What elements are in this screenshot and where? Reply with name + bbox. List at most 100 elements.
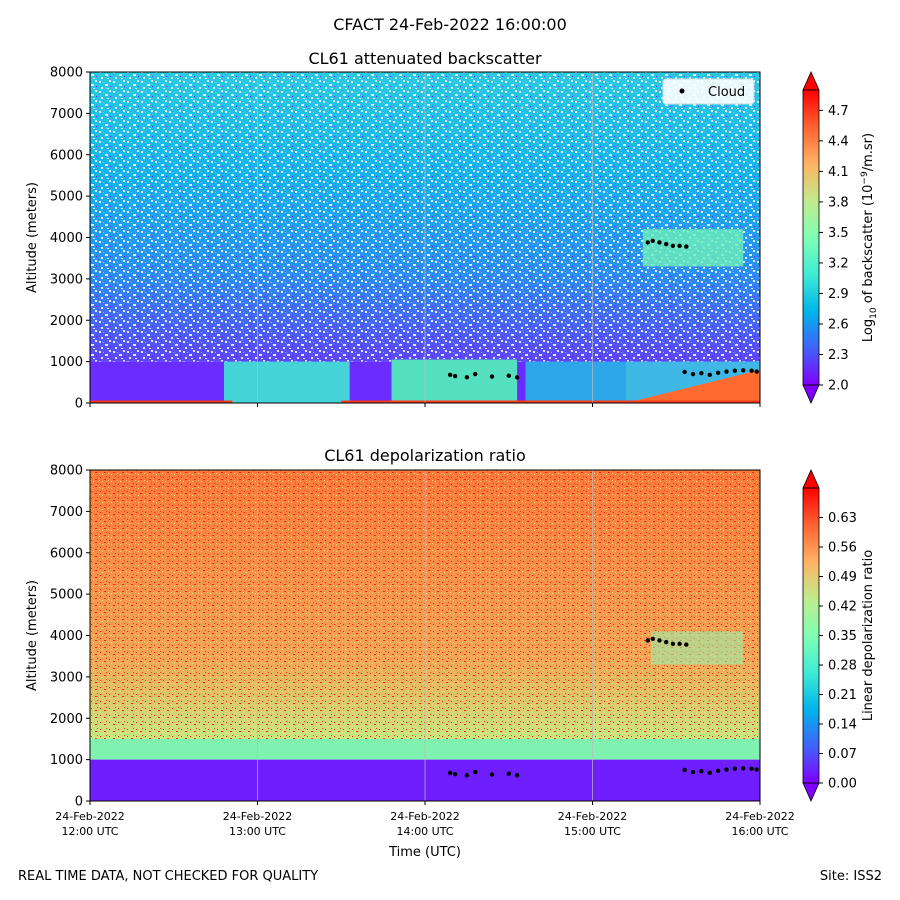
colorbar-label-part: /m.sr) (861, 133, 876, 171)
x-tick-label-date: 24-Feb-2022 (55, 810, 124, 823)
surface-return (90, 400, 233, 403)
colorbar-tick-label: 0.14 (828, 718, 857, 733)
y-axis-label: Altitude (meters) (25, 182, 40, 293)
colorbar-extend-max (802, 469, 820, 489)
panel-title: CL61 depolarization ratio (324, 446, 526, 465)
y-tick-label: 0 (75, 795, 83, 810)
figure-title: CFACT 24-Feb-2022 16:00:00 (333, 15, 567, 34)
cloud-point (645, 638, 650, 643)
panel-title: CL61 attenuated backscatter (308, 49, 542, 68)
cloud-point (670, 641, 676, 646)
x-tick-label-date: 24-Feb-2022 (390, 810, 459, 823)
legend: Cloud (662, 78, 755, 105)
x-tick-label-time: 12:00 UTC (61, 825, 118, 838)
cloud-point (447, 372, 453, 378)
colorbar-tick-label: 2.9 (828, 287, 849, 302)
site-label: Site: ISS2 (819, 869, 882, 884)
cloud-point (473, 371, 478, 377)
colorbar-tick-label: 4.1 (828, 165, 849, 180)
y-tick-label: 1000 (50, 355, 83, 370)
y-tick-label: 2000 (50, 314, 83, 329)
colorbar-label-subscript: 10 (869, 307, 879, 319)
colorbar-tick-label: 2.3 (828, 348, 849, 363)
cloud-point (452, 771, 458, 777)
colorbar-label-part: Log (861, 319, 876, 342)
surface-return (341, 400, 760, 403)
colorbar-gradient (803, 488, 819, 783)
cloud-point (732, 368, 738, 373)
y-tick-label: 0 (75, 397, 83, 412)
plot-area (90, 470, 760, 801)
cloud-point (645, 240, 650, 245)
cloud-point (749, 368, 754, 373)
y-tick-label: 3000 (50, 670, 83, 685)
cloud-point (684, 244, 689, 249)
y-tick-label: 5000 (50, 588, 83, 603)
cloud-point (670, 243, 676, 248)
x-axis-label: Time (UTC) (388, 845, 461, 860)
cloud-point (684, 642, 689, 647)
cloud-point (715, 768, 721, 773)
cloud-point (650, 636, 655, 642)
cloud-point (657, 240, 662, 245)
cloud-point (657, 638, 662, 643)
colorbar-extend-min (802, 782, 820, 802)
cloud-point (506, 771, 511, 776)
colorbar-extend-min (802, 384, 820, 404)
elevated-layer (642, 229, 744, 267)
legend-label: Cloud (708, 85, 745, 100)
x-tick-label-date: 24-Feb-2022 (558, 810, 627, 823)
cloud-point (741, 766, 746, 771)
colorbar-tick-label: 0.21 (828, 688, 857, 703)
cloud-point (749, 766, 754, 771)
y-tick-label: 4000 (50, 231, 83, 246)
cloud-point (682, 369, 687, 375)
cloud-point (724, 767, 729, 772)
cloud-point (682, 767, 687, 773)
quality-notice: REAL TIME DATA, NOT CHECKED FOR QUALITY (18, 869, 319, 884)
colorbar-tick-label: 4.7 (828, 104, 849, 119)
cloud-point (741, 368, 746, 373)
colorbar-tick-label: 4.4 (828, 134, 849, 149)
cloud-point (447, 770, 453, 776)
boundary-layer-band (391, 359, 518, 403)
legend-marker (679, 88, 685, 94)
backscatter-panel: CL61 attenuated backscatter 0 1000 2000 3000… (25, 49, 879, 412)
x-tick-label-date: 24-Feb-2022 (223, 810, 292, 823)
y-tick-label: 2000 (50, 712, 83, 727)
cloud-point (452, 373, 458, 379)
cloud-point (650, 238, 655, 244)
colorbar-label-superscript: −9 (860, 171, 870, 185)
y-tick-label: 4000 (50, 629, 83, 644)
cloud-point (677, 243, 682, 248)
cloud-point (754, 369, 759, 374)
x-tick-label-time: 16:00 UTC (731, 825, 788, 838)
cloud-point (506, 373, 511, 378)
x-tick-label-time: 14:00 UTC (396, 825, 453, 838)
colorbar-tick-label: 3.5 (828, 226, 849, 241)
cloud-point (732, 766, 738, 771)
cloud-point (664, 639, 669, 645)
colorbar-frame (802, 89, 820, 386)
y-tick-label: 8000 (50, 66, 83, 81)
colorbar-tick-label: 0.56 (828, 541, 857, 556)
y-tick-label: 7000 (50, 505, 83, 520)
cloud-point (514, 375, 520, 380)
cloud-point (677, 641, 682, 646)
cloud-point (464, 773, 470, 778)
surface-aerosol-layer (626, 369, 760, 403)
cloud-point (699, 371, 704, 376)
y-tick-label: 6000 (50, 546, 83, 561)
cloud-point (707, 372, 712, 378)
colorbar-tick-label: 2.0 (828, 379, 849, 394)
colorbar-tick-label: 0.00 (828, 777, 857, 792)
colorbar-extend-max (802, 71, 820, 91)
colorbar-label: Log10 of backscatter (10−9/m.sr) (860, 133, 879, 342)
cloud-point (464, 375, 470, 380)
elevated-layer (651, 631, 744, 665)
y-tick-label: 1000 (50, 753, 83, 768)
depolarization-panel: CL61 depolarization ratio 0 1000 2000 3000 40… (25, 446, 876, 860)
legend-box (662, 78, 755, 105)
cloud-point (489, 374, 495, 379)
